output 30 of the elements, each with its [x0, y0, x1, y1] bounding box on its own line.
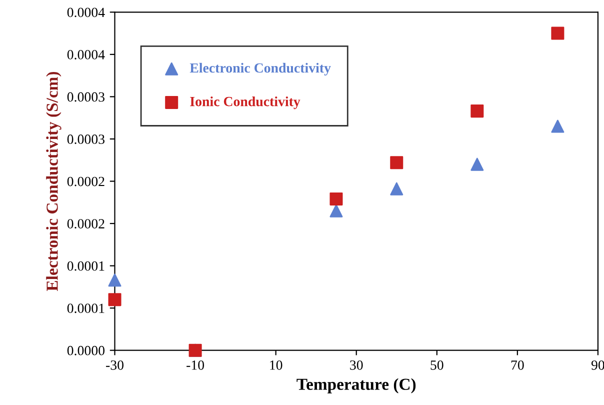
- y-tick-label: 0.0001: [67, 261, 104, 271]
- point: [470, 158, 484, 171]
- y-tick-label: 0.0000: [67, 346, 105, 356]
- y-tick-label: 0.0004: [67, 8, 105, 18]
- legend-label: Ionic Conductivity: [190, 96, 300, 110]
- y-tick-label: 0.0002: [67, 219, 104, 229]
- x-tick-label: 30: [350, 360, 363, 370]
- x-tick-label: 70: [511, 360, 524, 370]
- y-tick-label: 0.0004: [67, 50, 105, 60]
- legend-label: Electronic Conductivity: [190, 62, 331, 76]
- point: [108, 274, 122, 287]
- x-tick-label: 10: [270, 360, 282, 370]
- point: [330, 192, 343, 206]
- x-tick-label: 90: [591, 360, 604, 370]
- x-tick-label: -10: [186, 360, 204, 370]
- y-tick-label: 0.0001: [67, 304, 104, 314]
- point: [551, 26, 564, 40]
- y-tick-label: 0.0003: [67, 92, 104, 102]
- x-tick-label: -30: [106, 360, 124, 370]
- point: [390, 156, 404, 170]
- point: [470, 104, 484, 118]
- point: [330, 204, 343, 218]
- point: [551, 120, 564, 133]
- y-tick-label: 0.0003: [67, 134, 104, 144]
- x-tick-label: 50: [430, 360, 444, 370]
- point: [108, 293, 122, 306]
- y-axis-title: Electronic Conductivity (S/cm): [46, 72, 62, 291]
- point: [390, 182, 404, 196]
- x-axis-title: Temperature (C): [296, 378, 416, 394]
- y-tick-label: 0.0002: [67, 176, 104, 186]
